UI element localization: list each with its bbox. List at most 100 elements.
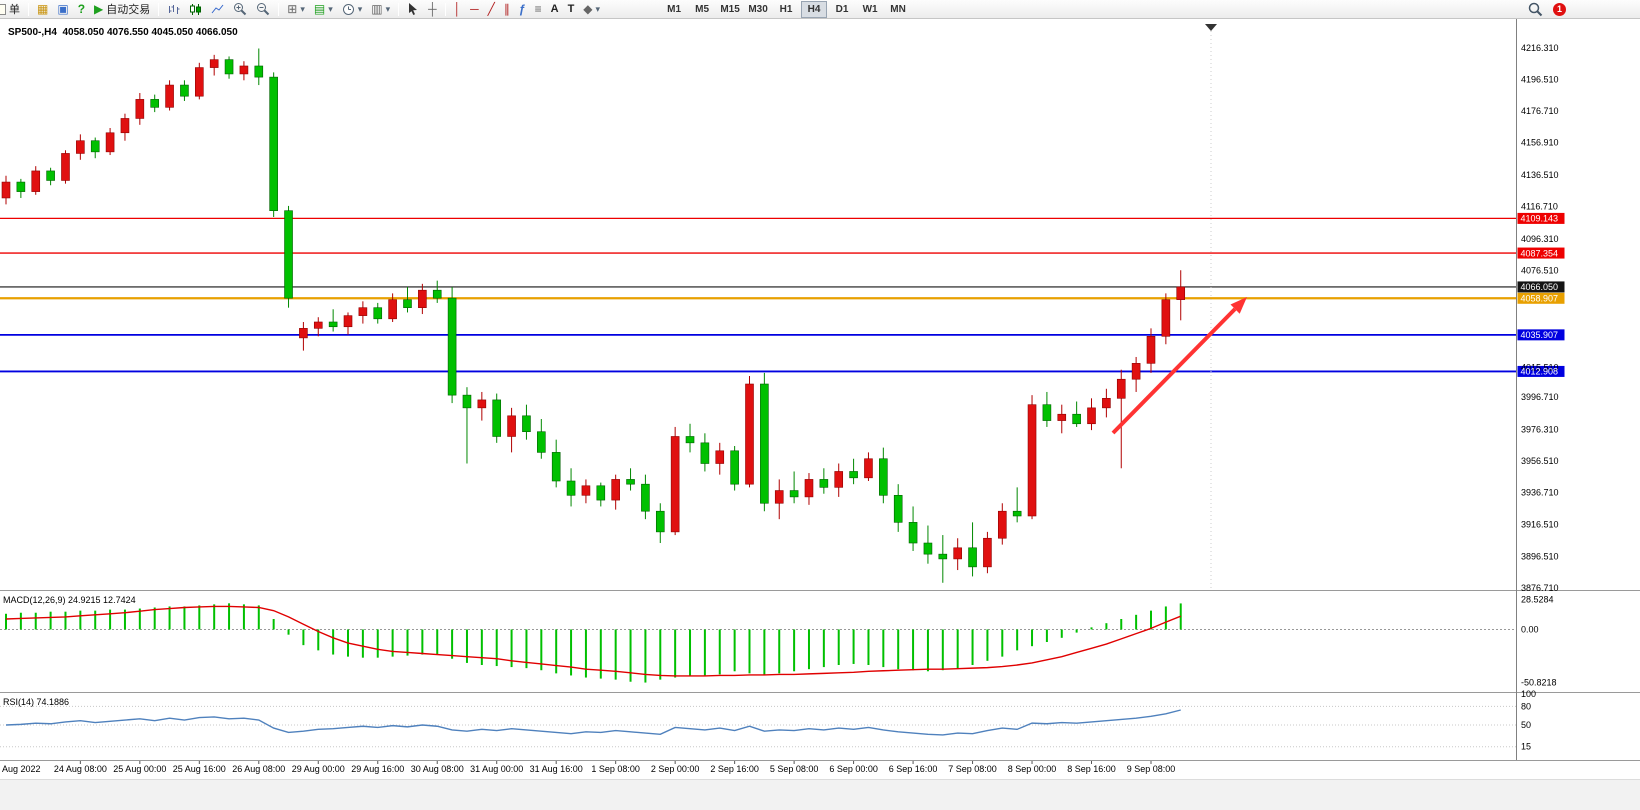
candle-body xyxy=(537,431,546,453)
candle-body xyxy=(224,59,234,75)
price-tick-label: 3976.310 xyxy=(1521,425,1559,435)
profiles-button[interactable]: ▣ xyxy=(53,1,72,18)
candle-body xyxy=(328,321,338,328)
autotrading-button[interactable]: ▶ 自动交易 xyxy=(90,1,154,18)
candle-body xyxy=(447,297,457,396)
horizontal-line-tool-button[interactable]: ─ xyxy=(466,1,483,18)
crosshair-icon: ┼ xyxy=(428,2,437,16)
candle-chart-type-button[interactable] xyxy=(185,1,206,18)
price-tick-label: 4096.310 xyxy=(1521,234,1559,244)
help-button[interactable]: ? xyxy=(74,1,89,18)
bar-chart-type-button[interactable] xyxy=(163,1,184,18)
toolbar-separator xyxy=(444,2,446,16)
zoom-out-icon xyxy=(257,3,270,16)
price-tick-label: 4216.310 xyxy=(1521,43,1559,53)
rsi-axis-label: 15 xyxy=(1521,742,1531,752)
candle-body xyxy=(269,76,278,211)
timeframe-m1[interactable]: M1 xyxy=(661,1,687,18)
candle-body xyxy=(819,479,829,488)
bar-chart-icon xyxy=(169,4,180,14)
axis-price-box xyxy=(1517,365,1565,377)
period-clock-button[interactable]: ▾ xyxy=(338,1,367,18)
text-label-tool-button[interactable]: T xyxy=(564,1,579,18)
price-tick-label: 3876.710 xyxy=(1521,583,1559,593)
toolbar-separator xyxy=(278,2,280,16)
chart-window-icon: ▦ xyxy=(37,2,49,16)
candle-body xyxy=(150,99,159,108)
chevron-down-icon: ▾ xyxy=(328,3,333,14)
text-tool-button[interactable]: A xyxy=(547,1,563,18)
axis-price-box-label: 4066.050 xyxy=(1521,282,1559,292)
candle-body xyxy=(46,170,55,181)
chart-shift-marker[interactable] xyxy=(1205,24,1217,31)
price-tick-label: 4015.510 xyxy=(1521,362,1559,372)
zoom-in-button[interactable] xyxy=(229,1,251,18)
candle-body xyxy=(313,321,323,329)
candle-body xyxy=(462,394,472,409)
candle-body xyxy=(31,170,41,192)
shapes-tool-button[interactable]: ◆ ▾ xyxy=(579,1,604,18)
timeframe-h4[interactable]: H4 xyxy=(801,0,828,18)
candle-body xyxy=(209,59,219,68)
candle-body xyxy=(1146,336,1156,364)
candle-body xyxy=(596,485,606,501)
candle-body xyxy=(670,436,680,533)
candle-body xyxy=(492,399,502,437)
candle-body xyxy=(180,84,189,97)
time-tick-label: 31 Aug 00:00 xyxy=(470,764,523,774)
notification-badge[interactable]: 1 xyxy=(1553,2,1566,16)
templates-button[interactable]: ▥ ▾ xyxy=(367,1,394,18)
timeframe-m5[interactable]: M5 xyxy=(689,1,715,18)
candle-body xyxy=(774,490,784,504)
candle-body xyxy=(700,442,710,464)
candle-body xyxy=(1057,413,1067,421)
line-chart-type-button[interactable] xyxy=(207,1,228,18)
vertical-line-tool-button[interactable]: │ xyxy=(450,1,466,18)
candle-body xyxy=(551,452,561,482)
timeframe-d1[interactable]: D1 xyxy=(829,1,855,18)
toolbar-separator xyxy=(398,2,400,16)
chart-window-button[interactable]: ▦ xyxy=(33,1,52,18)
trendline-tool-button[interactable]: ╱ xyxy=(484,1,499,18)
price-tick-label: 3896.510 xyxy=(1521,552,1559,562)
chart-ohlc-header: SP500-,H4 4058.050 4076.550 4045.050 406… xyxy=(8,27,238,38)
timeframe-w1[interactable]: W1 xyxy=(857,1,883,18)
timeframe-m15[interactable]: M15 xyxy=(717,1,743,18)
candle-body xyxy=(1087,407,1096,425)
fibonacci-tool-button[interactable]: ƒ xyxy=(515,1,530,18)
candle-body xyxy=(195,67,204,97)
zoom-in-icon xyxy=(234,3,247,16)
candle-body xyxy=(61,153,70,181)
timeframe-m30[interactable]: M30 xyxy=(745,1,771,18)
search-icon xyxy=(1528,2,1543,16)
candle-body xyxy=(655,510,665,533)
time-tick-label: 5 Sep 08:00 xyxy=(770,764,819,774)
channel-icon: ∥ xyxy=(503,2,510,16)
time-tick-label: 25 Aug 16:00 xyxy=(173,764,226,774)
candle-body xyxy=(1072,413,1081,425)
crosshair-button[interactable]: ┼ xyxy=(424,1,441,18)
new-order-button[interactable]: 单 xyxy=(0,1,24,18)
candle-body xyxy=(388,299,397,320)
price-tick-label: 4156.910 xyxy=(1521,137,1559,147)
cursor-button[interactable] xyxy=(403,1,423,18)
price-tick-label: 4136.510 xyxy=(1521,170,1559,180)
candle-body xyxy=(477,399,487,409)
price-tick-label: 3916.510 xyxy=(1521,520,1559,530)
chevron-down-icon: ▾ xyxy=(385,3,391,14)
zoom-out-button[interactable] xyxy=(252,1,274,18)
channel-tool-button[interactable]: ∥ xyxy=(500,1,514,18)
tile-windows-button[interactable]: ⊞ ▾ xyxy=(283,1,309,18)
new-chart-button[interactable]: ▤ ▾ xyxy=(310,1,337,18)
trend-arrow[interactable] xyxy=(1111,307,1237,435)
price-axis xyxy=(1516,19,1565,760)
trendline-icon: ╱ xyxy=(487,2,495,16)
time-tick-label: 24 Aug 08:00 xyxy=(54,764,107,774)
timeframe-mn[interactable]: MN xyxy=(885,1,911,18)
macd-axis-label: 28.5284 xyxy=(1521,595,1554,605)
cycle-lines-tool-button[interactable]: ≡ xyxy=(531,1,546,18)
time-tick-label: 26 Aug 08:00 xyxy=(232,764,285,774)
search-button[interactable] xyxy=(1524,1,1547,18)
timeframe-h1[interactable]: H1 xyxy=(773,1,799,18)
